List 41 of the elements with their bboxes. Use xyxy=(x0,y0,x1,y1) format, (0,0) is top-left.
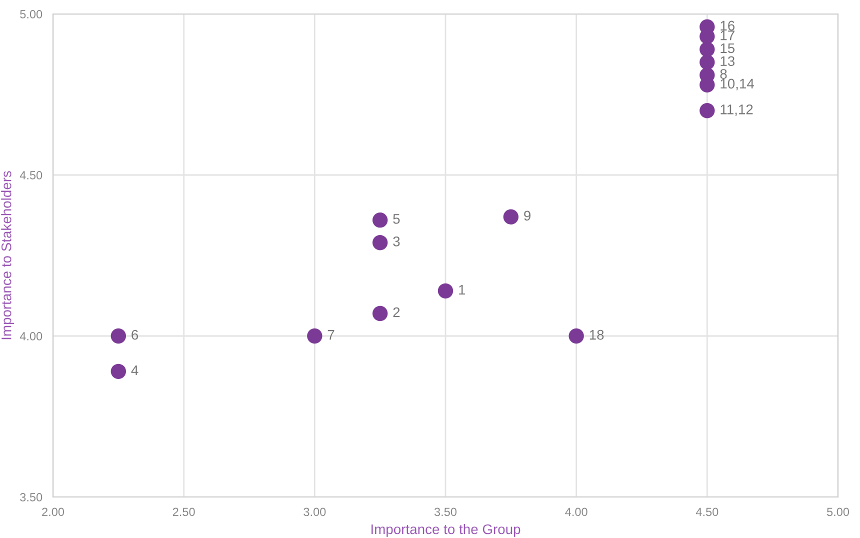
x-axis-title: Importance to the Group xyxy=(372,524,520,537)
point xyxy=(110,328,126,344)
x-tick-label: 4.50 xyxy=(696,508,718,516)
annotation: 9 xyxy=(524,210,530,221)
point xyxy=(438,283,454,299)
y-tick-label: 4.00 xyxy=(20,332,42,340)
point xyxy=(110,364,126,380)
x-tick-label: 5.00 xyxy=(826,508,850,516)
point xyxy=(307,328,322,344)
x-tick-label: 2.50 xyxy=(172,508,195,516)
annotation: 13 xyxy=(720,56,735,66)
annotation: 2 xyxy=(393,307,400,318)
annotation: 8 xyxy=(720,69,727,79)
x-tick-label: 2.00 xyxy=(42,508,64,516)
point xyxy=(372,306,388,322)
y-axis-title: Importance to Stakeholders xyxy=(1,171,14,340)
annotation: 11,12 xyxy=(720,104,753,116)
point xyxy=(568,328,584,344)
annotation: 18 xyxy=(590,330,604,340)
x-tick-label: 3.00 xyxy=(304,508,326,516)
annotation: 15 xyxy=(720,43,735,54)
y-tick-label: 3.50 xyxy=(20,493,42,502)
point xyxy=(503,209,519,224)
annotation: 5 xyxy=(393,214,400,224)
annotation: 4 xyxy=(131,365,138,376)
annotation: 10,14 xyxy=(720,78,754,90)
point xyxy=(700,54,715,70)
x-tick-label: 3.50 xyxy=(434,508,457,516)
point xyxy=(700,102,715,118)
annotation: 17 xyxy=(720,30,734,40)
y-tick-label: 4.50 xyxy=(20,171,42,180)
y-tick-label: 5.00 xyxy=(20,10,42,18)
point xyxy=(372,235,388,250)
annotation: 16 xyxy=(720,20,735,31)
annotation: 7 xyxy=(328,330,334,340)
annotation: 3 xyxy=(393,236,400,246)
point xyxy=(700,42,715,58)
point xyxy=(372,212,388,228)
x-tick-label: 4.00 xyxy=(565,508,588,516)
annotation: 1 xyxy=(459,284,466,295)
annotation: 6 xyxy=(132,330,138,340)
